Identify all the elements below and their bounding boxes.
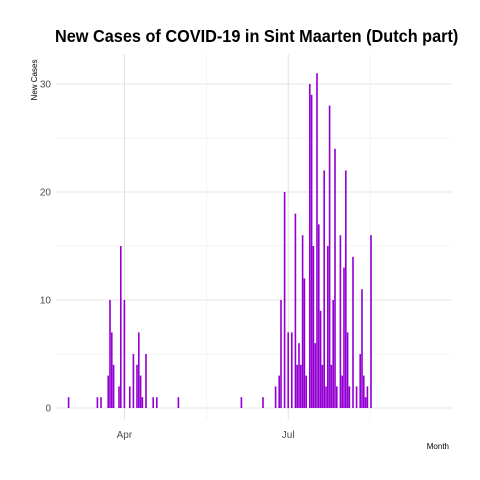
bar [334,148,336,409]
y-tick-label: 10 [40,296,52,307]
y-tick-label: 30 [40,80,52,91]
bar [139,375,142,408]
bar [283,192,286,408]
bar [119,246,122,408]
bar [316,73,318,408]
bar [137,332,140,408]
tick-labels: 0 10 20 30 Apr Jul [40,80,295,442]
bar [370,235,372,408]
bar [141,397,144,408]
bar [339,235,342,408]
bar [296,364,299,408]
bar [109,300,111,408]
bar [362,375,365,408]
bar [348,386,351,408]
bars [67,73,372,409]
y-tick-label: 0 [45,404,51,415]
bar [335,386,338,408]
bar [128,386,131,408]
bar [132,354,135,408]
bar [145,354,147,408]
bar [287,332,290,408]
bar [67,397,70,408]
bar [352,256,354,408]
x-tick-label: Jul [282,430,295,441]
y-axis-title: New Cases [30,60,39,101]
bar [262,397,264,408]
bar [96,397,99,408]
bar [177,397,180,408]
bar [319,310,322,408]
bar [152,397,155,408]
bar [112,364,115,408]
bar [343,267,345,408]
x-tick-label: Apr [117,430,133,441]
bar [136,364,138,408]
x-axis-title: Month [427,442,449,451]
bar [303,278,306,408]
bar [308,84,311,408]
bar [310,94,313,409]
bar [299,364,302,408]
bar [321,364,324,408]
bar [314,343,317,408]
bar [118,386,120,408]
chart-title: New Cases of COVID-19 in Sint Maarten (D… [55,26,459,46]
bar [366,386,369,408]
bar [341,375,344,408]
bar [107,375,110,408]
bar [278,375,281,408]
bar [359,354,362,408]
bar [323,170,326,408]
bar [344,170,347,408]
bar [361,289,363,408]
bar [328,105,331,408]
bar [326,246,329,408]
bar [123,300,126,408]
bar [298,343,300,408]
bar [364,397,367,408]
y-tick-label: 20 [40,188,52,199]
bar [332,300,335,408]
bar [330,364,333,408]
bar [294,213,297,408]
gridlines [56,54,452,420]
bar [317,224,320,408]
bar [280,300,282,408]
bar [274,386,277,408]
bar [155,397,158,408]
bar [305,375,308,408]
bar [346,332,349,408]
bar [290,332,293,408]
bar [110,332,113,408]
bar [312,246,315,408]
bar [325,386,327,408]
bar [240,397,243,408]
bar [355,386,358,408]
bar [301,235,304,408]
bar [100,397,102,408]
